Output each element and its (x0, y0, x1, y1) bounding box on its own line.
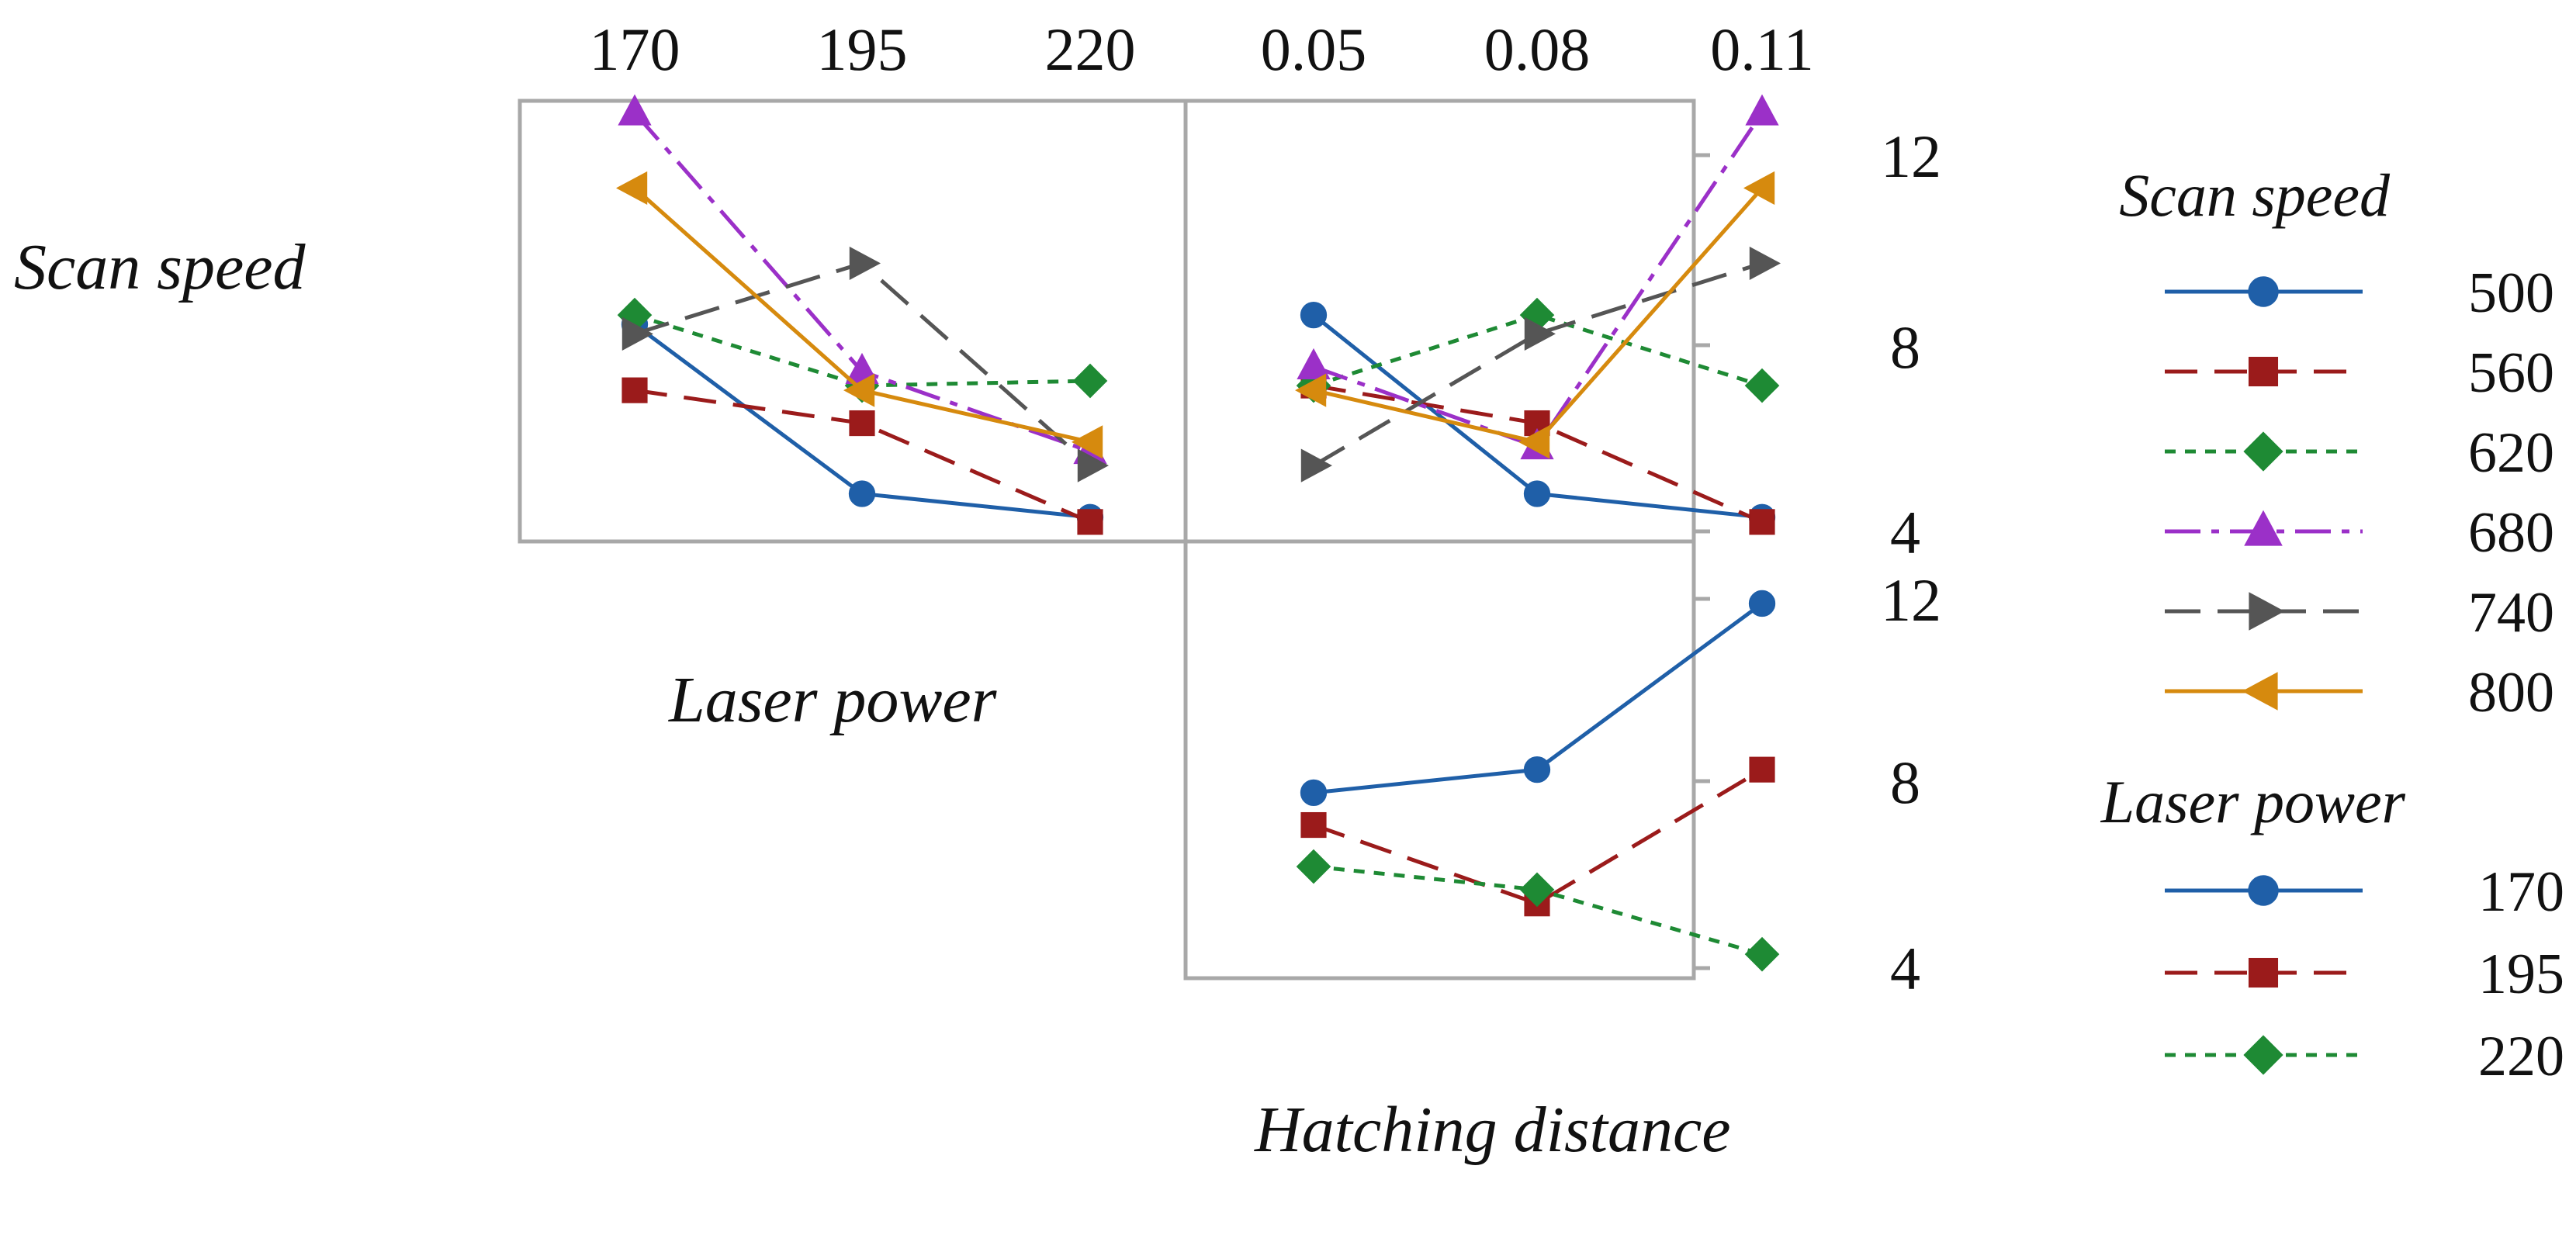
point-560 (1749, 509, 1775, 535)
point-170 (1300, 779, 1328, 807)
top-panel-frame (518, 99, 1696, 544)
legend-label-740: 740 (2468, 581, 2554, 645)
legend-marker-500 (2248, 276, 2279, 307)
point-800 (1518, 425, 1550, 459)
top-tick-label: 195 (817, 16, 908, 83)
legend-scan-speed: 500 560 620 680 740 800 (2165, 261, 2554, 725)
legend-marker-680 (2244, 510, 2283, 546)
point-500 (1523, 480, 1551, 507)
top-tick-label: 0.05 (1261, 16, 1367, 83)
legend-label-195: 195 (2478, 943, 2564, 1006)
legend-marker-220 (2243, 1035, 2283, 1075)
series-line-195 (1313, 768, 1764, 906)
point-195 (1300, 811, 1327, 839)
legend-marker-195 (2248, 957, 2279, 988)
top-tick-label: 0.11 (1710, 16, 1814, 83)
point-220 (1744, 936, 1780, 972)
point-800 (843, 373, 875, 407)
y-tick-label-bottom-8: 8 (1890, 749, 1920, 816)
point-680 (1745, 94, 1779, 126)
y-tick-label-bottom-12: 12 (1881, 566, 1941, 634)
legend-label-800: 800 (2468, 661, 2554, 725)
point-800 (1072, 425, 1103, 459)
legend-title-scan-speed: Scan speed (2119, 161, 2391, 229)
point-560 (1077, 509, 1103, 535)
point-620 (1744, 368, 1780, 403)
legend-laser-power: 170 195 220 (2165, 860, 2564, 1088)
top-tick-label: 220 (1045, 16, 1136, 83)
point-680 (618, 94, 652, 126)
y-tick-label-top-4: 4 (1890, 499, 1920, 566)
legend-label-560: 560 (2468, 341, 2554, 405)
legend-title-laser-power: Laser power (2100, 768, 2406, 835)
right-tick-labels: 12 8 4 12 8 4 (1881, 123, 1941, 1002)
top-tick-label: 170 (590, 16, 680, 83)
bottom-panel-frame (1183, 539, 1696, 981)
legend-label-170: 170 (2478, 860, 2564, 924)
series-layer (616, 94, 1781, 972)
point-740 (1077, 448, 1109, 483)
point-800 (1295, 373, 1327, 407)
legend-marker-560 (2248, 356, 2279, 387)
point-620 (1072, 363, 1108, 399)
point-680 (1297, 348, 1331, 380)
point-170 (1748, 590, 1776, 617)
point-500 (1300, 301, 1328, 329)
series-line-620 (1313, 313, 1763, 388)
laser-power-factor-label: Laser power (668, 664, 997, 736)
y-tick-label-top-8: 8 (1890, 313, 1920, 381)
legend-label-220: 220 (2478, 1025, 2564, 1088)
point-220 (1519, 872, 1555, 908)
legend-marker-800 (2242, 672, 2278, 711)
y-tick-marks (1694, 153, 1710, 970)
point-740 (1300, 448, 1332, 483)
panel-top-left (616, 94, 1109, 535)
legend-marker-740 (2249, 592, 2285, 631)
point-800 (616, 171, 648, 206)
y-tick-label-bottom-4: 4 (1890, 935, 1920, 1002)
point-800 (1743, 171, 1775, 206)
legend-label-620: 620 (2468, 421, 2554, 485)
point-170 (1523, 756, 1551, 783)
top-tick-label: 0.08 (1484, 16, 1591, 83)
point-560 (849, 410, 875, 437)
legend-marker-170 (2248, 875, 2279, 906)
point-740 (621, 316, 653, 351)
top-tick-labels: 170 195 220 0.05 0.08 0.11 (590, 16, 1814, 83)
point-740 (1749, 246, 1781, 281)
point-560 (621, 377, 648, 403)
panel-bottom-right (1296, 590, 1780, 972)
point-500 (848, 480, 876, 507)
legend-label-500: 500 (2468, 261, 2554, 325)
legend-label-680: 680 (2468, 501, 2554, 565)
point-220 (1296, 849, 1331, 884)
hatching-distance-factor-label: Hatching distance (1254, 1094, 1731, 1166)
series-line-740 (1312, 261, 1763, 468)
series-line-620 (634, 313, 1091, 388)
point-195 (1749, 756, 1775, 783)
point-740 (849, 246, 881, 281)
scan-speed-factor-label: Scan speed (14, 231, 306, 303)
legend-marker-620 (2243, 431, 2283, 472)
series-line-680 (1313, 112, 1764, 449)
point-740 (1524, 316, 1556, 351)
y-tick-label-top-12: 12 (1881, 123, 1941, 190)
panel-top-right (1295, 94, 1781, 535)
